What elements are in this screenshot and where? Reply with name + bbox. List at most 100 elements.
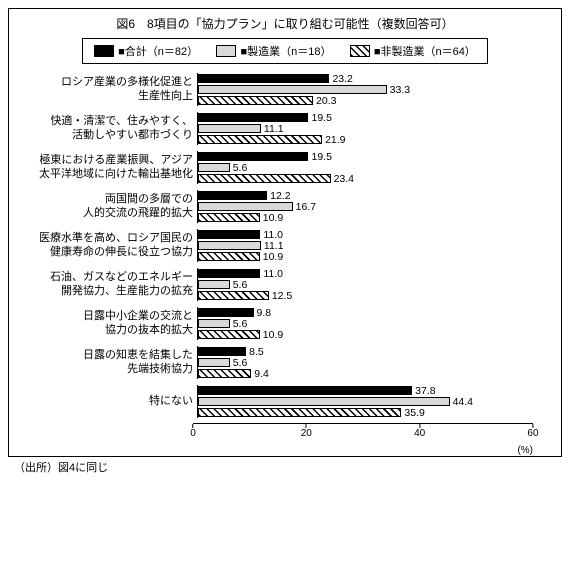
bar-value: 9.8 [257,307,272,319]
bar [198,330,260,339]
bar-line: 9.4 [198,368,538,379]
plot-area: ロシア産業の多様化促進と生産性向上23.233.320.3快適・清潔で、住みやす… [15,72,555,423]
x-axis: (%) 0204060 [193,423,533,454]
category-label: 日露中小企業の交流と協力の抜本的拡大 [15,310,197,338]
category-row: 特にない 37.8 44.4 35.9 [15,385,555,418]
bar [198,124,261,133]
bar-line: 11.0 [198,268,538,279]
bar-line: 10.9 [198,212,538,223]
category-row: 快適・清潔で、住みやすく、活動しやすい都市づくり19.511.121.9 [15,112,555,145]
bar-value: 19.5 [311,151,331,163]
category-label: 特にない [15,395,197,409]
chart-title: 図6 8項目の「協力プラン」に取り組む可能性（複数回答可） [11,15,559,32]
bar-line: 8.5 [198,346,538,357]
bar-group: 23.233.320.3 [197,73,538,106]
bar-value: 19.5 [311,112,331,124]
category-label: 両国間の多層での人的交流の飛躍的拡大 [15,193,197,221]
x-tick: 40 [414,424,425,439]
bar-value: 12.2 [270,190,290,202]
bar-line: 12.2 [198,190,538,201]
chart-container: 図6 8項目の「協力プラン」に取り組む可能性（複数回答可） ■合計（n＝82） … [8,8,562,457]
category-label: 日露の知恵を結集した先端技術協力 [15,349,197,377]
bar-group: 37.8 44.4 35.9 [197,385,538,418]
bar-line: 20.3 [198,95,538,106]
x-tick: 0 [190,424,196,439]
bar-line: 19.5 [198,151,538,162]
legend-item-total: ■合計（n＝82） [94,43,198,59]
x-tick-label: 60 [527,428,538,439]
bar-line: 21.9 [198,134,538,145]
bar-line: 5.6 [198,357,538,368]
bar-line: 5.6 [198,318,538,329]
swatch-hatch-icon [350,45,370,57]
bar [198,347,246,356]
legend-item-mfg: ■製造業（n＝18） [216,43,331,59]
bar-value: 11.0 [263,268,283,280]
bar-value: 35.9 [404,407,424,419]
bar-value: 10.9 [263,251,283,263]
bar [198,308,254,317]
category-row: 石油、ガスなどのエネルギー開発協力、生産能力の拡充11.05.612.5 [15,268,555,301]
bar-value: 16.7 [296,201,316,213]
bar [198,85,387,94]
legend-item-nonmfg: ■非製造業（n＝64） [350,43,476,59]
bar [198,369,251,378]
bar-value: 20.3 [316,95,336,107]
category-label: 石油、ガスなどのエネルギー開発協力、生産能力の拡充 [15,271,197,299]
bar-line: 35.9 [198,407,538,418]
category-row: ロシア産業の多様化促進と生産性向上23.233.320.3 [15,73,555,106]
bar-group: 8.55.69.4 [197,346,538,379]
bar-value: 10.9 [263,212,283,224]
bar [198,113,308,122]
category-label: 極東における産業振興、アジア太平洋地域に向けた輸出基地化 [15,154,197,182]
bar [198,241,261,250]
bar-value: 37.8 [415,385,435,397]
bar-line: 11.1 [198,240,538,251]
swatch-solid-icon [94,45,114,57]
source-note: （出所）図4に同じ [14,459,560,475]
bar-line: 10.9 [198,251,538,262]
x-axis-unit: (%) [517,445,533,456]
bar-value: 12.5 [272,290,292,302]
legend-label: ■製造業（n＝18） [240,43,331,59]
category-row: 医療水準を高め、ロシア国民の健康寿命の伸長に役立つ協力11.011.110.9 [15,229,555,262]
swatch-light-icon [216,45,236,57]
bar-value: 5.6 [233,318,248,330]
bar-value: 11.1 [264,123,284,135]
bar-line: 5.6 [198,279,538,290]
bar-line: 44.4 [198,396,538,407]
legend-label: ■合計（n＝82） [118,43,198,59]
category-label: ロシア産業の多様化促進と生産性向上 [15,76,197,104]
bar [198,230,260,239]
bar-group: 11.05.612.5 [197,268,538,301]
legend: ■合計（n＝82） ■製造業（n＝18） ■非製造業（n＝64） [82,38,488,64]
bar-line: 11.1 [198,123,538,134]
bar-value: 23.2 [332,73,352,85]
bar-line: 5.6 [198,162,538,173]
bar [198,252,260,261]
bar-line: 11.0 [198,229,538,240]
bar-group: 19.5 11.121.9 [197,112,538,145]
bar [198,397,450,406]
bar-line: 33.3 [198,84,538,95]
bar-line: 12.5 [198,290,538,301]
x-tick-label: 20 [301,428,312,439]
bar [198,202,293,211]
bar-line: 37.8 [198,385,538,396]
bar-value: 10.9 [263,329,283,341]
bar [198,174,331,183]
bar-value: 44.4 [453,396,473,408]
bar-value: 9.4 [254,368,269,380]
bar [198,408,401,417]
bar-group: 12.2 16.7 10.9 [197,190,538,223]
bar [198,135,322,144]
bar [198,96,313,105]
bar-line: 10.9 [198,329,538,340]
category-row: 日露の知恵を結集した先端技術協力8.55.69.4 [15,346,555,379]
legend-label: ■非製造業（n＝64） [374,43,476,59]
bar-value: 8.5 [249,346,264,358]
bar [198,191,267,200]
category-row: 日露中小企業の交流と協力の抜本的拡大 9.8 5.6 10.9 [15,307,555,340]
bar-line: 16.7 [198,201,538,212]
bar-group: 9.8 5.6 10.9 [197,307,538,340]
